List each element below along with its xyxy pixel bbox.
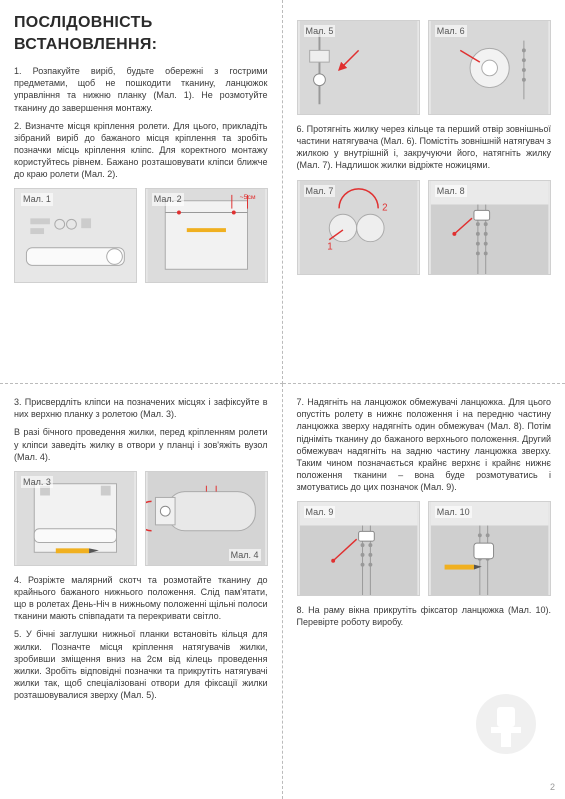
figure-10-label: Мал. 10 <box>435 506 472 518</box>
figure-1-label: Мал. 1 <box>21 193 53 205</box>
fig-row-3-4: Мал. 3 Мал. 4 <box>14 471 268 566</box>
figure-5: Мал. 5 <box>297 20 420 115</box>
page-title: ПОСЛІДОВНІСТЬ ВСТАНОВЛЕННЯ: <box>14 12 268 55</box>
quadrant-top-right: Мал. 5 Мал. 6 <box>283 0 565 384</box>
figure-5-label: Мал. 5 <box>304 25 336 37</box>
figure-3-label: Мал. 3 <box>21 476 53 488</box>
figure-9: Мал. 9 <box>297 501 420 596</box>
figure-3: Мал. 3 <box>14 471 137 566</box>
step-1-text: 1. Розпакуйте виріб, будьте обережні з г… <box>14 65 268 114</box>
figure-1: Мал. 1 <box>14 188 137 283</box>
step-2-text: 2. Визначте місця кріплення ролети. Для … <box>14 120 268 181</box>
figure-7: Мал. 7 2 1 <box>297 180 420 275</box>
figure-4-label: Мал. 4 <box>229 549 261 561</box>
figure-8: Мал. 8 <box>428 180 551 275</box>
step-5-text: 5. У бічні заглушки нижньої планки встан… <box>14 628 268 701</box>
svg-text:2: 2 <box>382 202 387 213</box>
quadrant-bottom-right: 7. Надягніть на ланцюжок обмежувачі ланц… <box>283 384 565 799</box>
figure-6: Мал. 6 <box>428 20 551 115</box>
fig-row-7-8: Мал. 7 2 1 Мал. 8 <box>297 180 552 275</box>
step-4-text: 4. Розріжте малярний скотч та розмотайте… <box>14 574 268 623</box>
figure-2-label: Мал. 2 <box>152 193 184 205</box>
step-3-text: 3. Присвердліть кліпси на позначених міс… <box>14 396 268 420</box>
step-7-text: 7. Надягніть на ланцюжок обмежувачі ланц… <box>297 396 552 493</box>
figure-7-label: Мал. 7 <box>304 185 336 197</box>
step-3b-text: В разі бічного проведення жилки, перед к… <box>14 426 268 462</box>
quadrant-top-left: ПОСЛІДОВНІСТЬ ВСТАНОВЛЕННЯ: 1. Розпакуйт… <box>0 0 283 384</box>
fig-row-5-6: Мал. 5 Мал. 6 <box>297 20 552 115</box>
watermark-icon <box>471 689 541 759</box>
svg-text:1: 1 <box>327 241 332 252</box>
figure-6-label: Мал. 6 <box>435 25 467 37</box>
figure-4: Мал. 4 <box>145 471 268 566</box>
figure-10: Мал. 10 <box>428 501 551 596</box>
figure-2: Мал. 2 ~5см <box>145 188 268 283</box>
quadrant-bottom-left: 3. Присвердліть кліпси на позначених міс… <box>0 384 283 799</box>
figure-8-label: Мал. 8 <box>435 185 467 197</box>
page-number: 2 <box>550 781 555 793</box>
step-6-text: 6. Протягніть жилку через кільце та перш… <box>297 123 552 172</box>
fig-row-1-2: Мал. 1 Мал. 2 ~5см <box>14 188 268 283</box>
figure-9-label: Мал. 9 <box>304 506 336 518</box>
step-8-text: 8. На раму вікна прикрутіть фіксатор лан… <box>297 604 552 628</box>
fig-row-9-10: Мал. 9 Мал. 10 <box>297 501 552 596</box>
